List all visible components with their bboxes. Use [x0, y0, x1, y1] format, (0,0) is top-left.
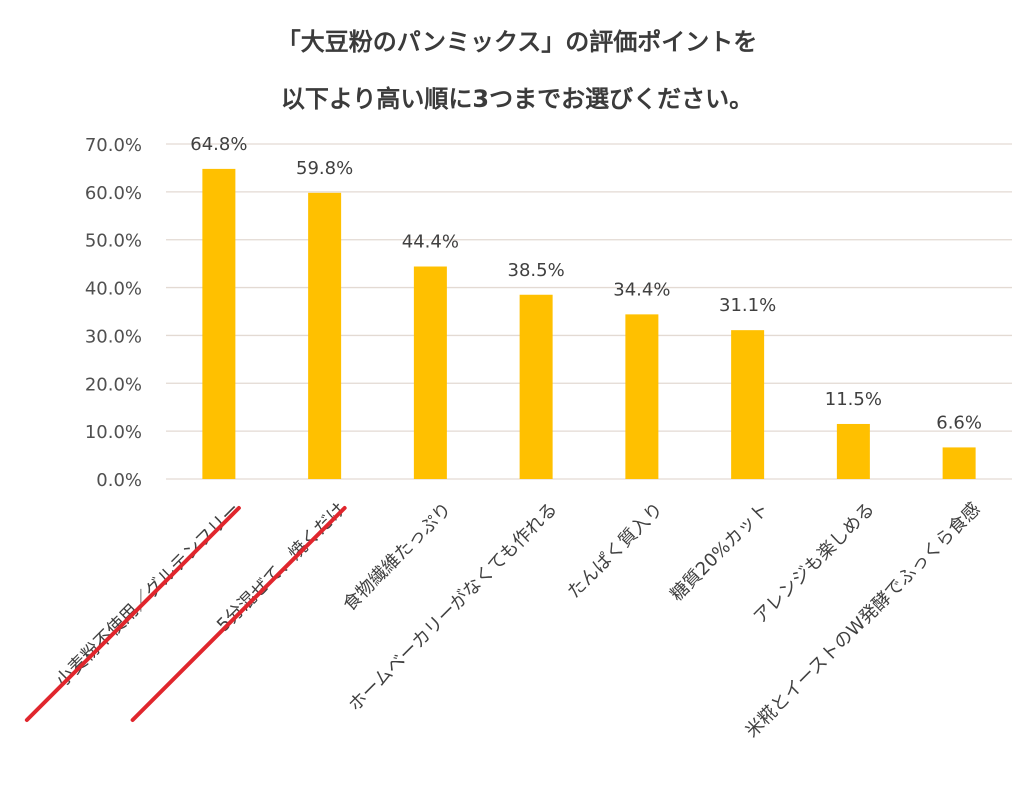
- data-label: 31.1%: [719, 295, 776, 316]
- data-label: 44.4%: [402, 232, 459, 253]
- bar: [625, 314, 659, 479]
- category-label: 小麦粉不使用／グルテンフリー: [52, 499, 245, 692]
- highlight-underline: [24, 506, 241, 722]
- chart-title-line2: 以下より高い順に3つまでお選びください。: [280, 85, 754, 113]
- data-label: 64.8%: [190, 134, 247, 155]
- y-tick-label: 70.0%: [85, 135, 142, 156]
- y-tick-label: 60.0%: [85, 183, 142, 204]
- y-tick-label: 0.0%: [96, 470, 142, 491]
- bar: [942, 447, 976, 479]
- highlight-underline: [130, 506, 347, 722]
- bar: [731, 330, 765, 479]
- category-label: 食物繊維たっぷり: [339, 499, 456, 616]
- y-tick-label: 10.0%: [85, 422, 142, 443]
- y-tick-label: 30.0%: [85, 326, 142, 347]
- data-label: 11.5%: [825, 389, 882, 410]
- category-label: たんぱく質入り: [563, 499, 667, 603]
- bar: [202, 168, 236, 479]
- bar: [413, 266, 447, 479]
- y-tick-label: 50.0%: [85, 231, 142, 252]
- bar: [308, 192, 342, 480]
- data-label: 59.8%: [296, 158, 353, 179]
- category-label: ホームベーカリーがなくても作れる: [345, 499, 562, 716]
- category-label: 糖質20%カット: [666, 499, 773, 606]
- bar: [519, 294, 553, 479]
- data-label: 38.5%: [508, 260, 565, 281]
- bar: [836, 423, 870, 479]
- chart-title-line1: 「大豆粉のパンミックス」の評価ポイントを: [276, 28, 758, 56]
- data-label: 34.4%: [613, 279, 670, 300]
- y-tick-label: 40.0%: [85, 279, 142, 300]
- category-label: 米糀とイーストのW発酵でふっくら食感: [741, 499, 984, 742]
- y-tick-label: 20.0%: [85, 374, 142, 395]
- data-label: 6.6%: [936, 412, 982, 433]
